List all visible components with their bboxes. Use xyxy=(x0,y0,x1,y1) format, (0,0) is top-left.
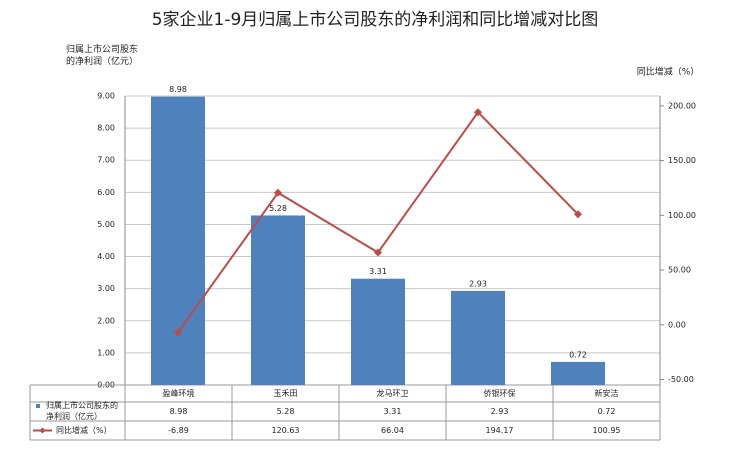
y-tick-label: 5.00 xyxy=(97,220,115,229)
marker xyxy=(374,248,382,257)
bar xyxy=(151,96,205,386)
data-label: 5.28 xyxy=(269,204,287,213)
table-value: 8.98 xyxy=(170,407,188,416)
data-label: 0.72 xyxy=(569,350,587,359)
marker xyxy=(274,188,282,197)
y2-tick-label: -50.00 xyxy=(668,375,694,384)
table-value: 120.63 xyxy=(272,426,300,435)
y-tick-label: 9.00 xyxy=(97,92,115,101)
table-value: 0.72 xyxy=(598,407,616,416)
y-tick-label: 6.00 xyxy=(97,188,115,197)
marker xyxy=(174,328,182,337)
y2-tick-label: 150.00 xyxy=(668,156,696,165)
y2-tick-label: 50.00 xyxy=(668,266,691,275)
y-axis-label: 归属上市公司股东的净利润（亿元） xyxy=(65,45,138,67)
marker xyxy=(474,108,482,117)
legend-swatch xyxy=(39,427,46,434)
y-tick-label: 1.00 xyxy=(97,348,115,357)
y-tick-label: 3.00 xyxy=(97,284,115,293)
table-value: 100.95 xyxy=(593,426,621,435)
y-tick-label: 7.00 xyxy=(97,156,115,165)
table-value: 2.93 xyxy=(491,407,509,416)
legend-label: 归属上市公司股东的净利润（亿元） xyxy=(46,401,118,421)
y2-axis-label: 同比增减（%） xyxy=(637,66,700,78)
x-tick-label: 龙马环卫 xyxy=(377,388,409,398)
x-tick-label: 侨银环保 xyxy=(484,388,516,398)
y-tick-label: 4.00 xyxy=(97,252,115,261)
table-value: 5.28 xyxy=(277,407,295,416)
legend-swatch xyxy=(36,404,40,408)
data-label: 8.98 xyxy=(169,85,187,94)
data-label: 3.31 xyxy=(369,267,387,276)
y2-tick-label: 100.00 xyxy=(668,211,696,220)
table-value: 66.04 xyxy=(381,426,404,435)
x-tick-label: 盈峰环境 xyxy=(163,388,195,398)
bar xyxy=(251,215,305,385)
data-label: 2.93 xyxy=(469,279,487,288)
table-value: 194.17 xyxy=(486,426,514,435)
bar xyxy=(551,361,605,385)
x-tick-label: 新安洁 xyxy=(595,388,619,398)
legend-label: 同比增减（%） xyxy=(56,425,112,435)
y-tick-label: 8.00 xyxy=(97,124,115,133)
table-value: -6.89 xyxy=(168,426,189,435)
y2-tick-label: 200.00 xyxy=(668,101,696,110)
table-value: 3.31 xyxy=(384,407,402,416)
bar xyxy=(351,278,405,385)
marker xyxy=(574,210,582,219)
bar xyxy=(451,290,505,385)
y2-tick-label: 0.00 xyxy=(668,320,686,329)
y-tick-label: 2.00 xyxy=(97,316,115,325)
chart-title: 5家企业1-9月归属上市公司股东的净利润和同比增减对比图 xyxy=(152,10,599,30)
x-tick-label: 玉禾田 xyxy=(274,389,298,398)
